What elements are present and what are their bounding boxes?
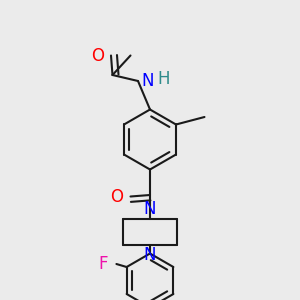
Text: N: N [144,246,156,264]
Text: O: O [92,46,104,64]
Text: H: H [158,70,170,88]
Text: N: N [144,200,156,217]
Text: F: F [98,255,108,273]
Text: O: O [110,188,123,206]
Text: N: N [141,72,154,90]
